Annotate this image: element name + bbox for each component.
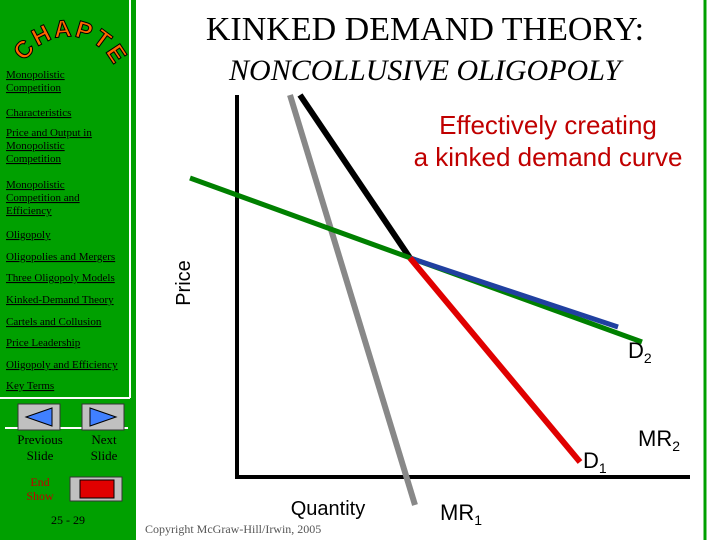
label-part: MR: [638, 426, 672, 451]
label-part: D: [628, 338, 644, 363]
sidebar-link[interactable]: Oligopolies and Mergers: [6, 251, 115, 263]
arrow[interactable]: [89, 407, 118, 427]
label-part: MR: [440, 500, 474, 525]
text-line: Cartels and Collusion: [6, 316, 102, 328]
sidebar-link[interactable]: Cartels and Collusion: [6, 316, 102, 328]
text-line: Competition: [6, 153, 62, 165]
text-line: Monopolistic: [6, 179, 65, 191]
curve: [297, 93, 413, 260]
copyright: Copyright McGraw-Hill/Irwin, 2005: [145, 522, 321, 536]
text-line: Next: [91, 432, 117, 447]
sidebar-link[interactable]: Three Oligopoly Models: [6, 272, 115, 284]
text-line: Price and Output in: [6, 127, 92, 139]
sidebar-link[interactable]: Monopolistic Competition: [6, 69, 65, 94]
caption: Effectively creating: [439, 110, 657, 140]
curve-label: MR1: [440, 500, 482, 528]
sidebar-link[interactable]: Characteristics: [6, 107, 71, 119]
text-line: Oligopoly: [6, 229, 51, 241]
text-line: Competition and: [6, 192, 80, 204]
caption: a kinked demand curve: [414, 142, 683, 172]
sidebar-link[interactable]: Oligopoly and Efficiency: [6, 359, 118, 371]
curve: [407, 256, 583, 464]
label-part: D: [583, 448, 599, 473]
subtitle: NONCOLLUSIVE OLIGOPOLY: [228, 54, 624, 87]
sidebar-link[interactable]: Price and Output in Monopolistic Competiti…: [6, 127, 92, 165]
curve-label: D2: [628, 338, 652, 366]
x-label: Quantity: [291, 498, 365, 520]
label-part: 2: [644, 350, 652, 366]
sidebar-link[interactable]: Monopolistic Competition and Efficiency: [6, 179, 80, 217]
curve: [409, 255, 619, 330]
page-number: 25 - 29: [51, 513, 85, 527]
sidebar-link[interactable]: Price Leadership: [6, 337, 81, 349]
curve-label: D1: [583, 448, 607, 476]
text-line: Price Leadership: [6, 337, 81, 349]
text-line: Show: [26, 489, 54, 503]
text-line: Oligopoly and Efficiency: [6, 359, 118, 371]
label-part: 1: [599, 460, 607, 476]
label-part: 1: [474, 512, 482, 528]
nav-label[interactable]: End Show: [26, 475, 54, 503]
text-line: Key Terms: [6, 380, 54, 392]
text-line: Slide: [27, 448, 54, 463]
text-line: Competition: [6, 82, 62, 94]
text-line: Oligopolies and Mergers: [6, 251, 115, 263]
text-line: Previous: [17, 432, 63, 447]
nav-label[interactable]: Next Slide: [91, 432, 118, 463]
text-line: End: [30, 475, 49, 489]
title: KINKED DEMAND THEORY:: [206, 11, 644, 48]
sidebar-link[interactable]: Key Terms: [6, 380, 54, 392]
sidebar: Monopolistic CompetitionCharacteristicsPr…: [6, 69, 118, 392]
next-button[interactable]: [81, 403, 125, 431]
text-line: Efficiency: [6, 205, 52, 217]
text-line: Monopolistic: [6, 69, 65, 81]
stop[interactable]: [79, 479, 115, 499]
text-line: Monopolistic: [6, 140, 65, 152]
curve-label: MR2: [638, 426, 680, 454]
nav-label[interactable]: Previous Slide: [17, 432, 63, 463]
sidebar-link[interactable]: Kinked-Demand Theory: [6, 294, 114, 306]
sidebar-bg: [0, 0, 136, 540]
text-line: Characteristics: [6, 107, 71, 119]
curve: [287, 94, 418, 506]
text-line: Three Oligopoly Models: [6, 272, 115, 284]
text-line: Slide: [91, 448, 118, 463]
label-part: 2: [672, 438, 680, 454]
sidebar-link[interactable]: Oligopoly: [6, 229, 51, 241]
y-label: Price: [173, 260, 195, 306]
arrow[interactable]: [24, 407, 53, 427]
previous-button[interactable]: [17, 403, 61, 431]
text-line: Kinked-Demand Theory: [6, 294, 114, 306]
end-button[interactable]: [69, 476, 123, 502]
